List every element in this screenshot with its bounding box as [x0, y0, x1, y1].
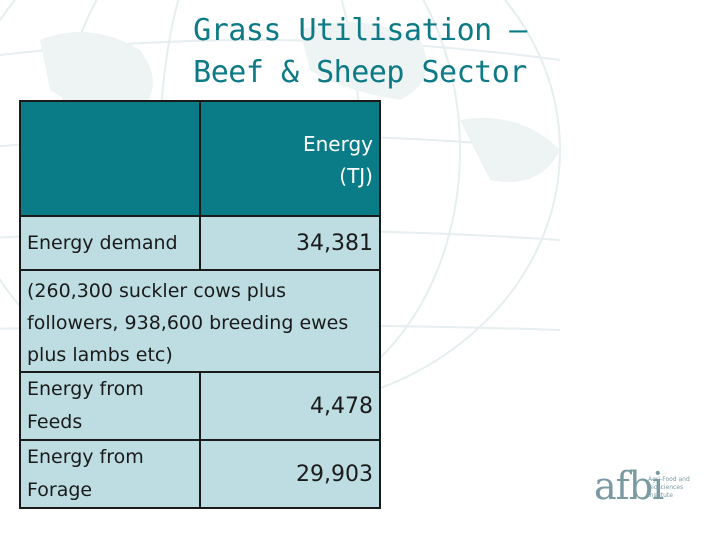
header-empty-cell	[19, 100, 201, 217]
table-row-energy-forage: Energy from Forage 29,903	[19, 439, 381, 509]
logo-wordmark: afbi	[594, 464, 664, 508]
header-unit-label: (TJ)	[339, 164, 373, 188]
energy-feeds-label-line-1: Energy from	[27, 378, 144, 400]
header-energy-label: Energy	[302, 132, 373, 156]
afbi-logo: afbi Agri-Food and Biosciences Institute	[586, 462, 704, 514]
table-row-energy-demand: Energy demand 34,381	[19, 215, 381, 271]
energy-forage-label-line-2: Forage	[27, 479, 93, 501]
energy-forage-label: Energy from Forage	[19, 439, 201, 509]
title-line-2: Beef & Sheep Sector	[193, 55, 527, 90]
energy-forage-label-line-1: Energy from	[27, 446, 144, 468]
header-energy-cell: Energy (TJ)	[199, 100, 381, 217]
table-row-energy-feeds: Energy from Feeds 4,478	[19, 371, 381, 441]
energy-feeds-label: Energy from Feeds	[19, 371, 201, 441]
energy-feeds-value: 4,478	[199, 371, 381, 441]
herd-note: (260,300 suckler cows plus followers, 93…	[19, 269, 381, 373]
table-header-row: Energy (TJ)	[19, 100, 381, 217]
title-line-1: Grass Utilisation –	[193, 13, 527, 48]
energy-forage-value: 29,903	[199, 439, 381, 509]
slide-title: Grass Utilisation – Beef & Sheep Sector	[110, 10, 610, 94]
table-row-note: (260,300 suckler cows plus followers, 93…	[19, 269, 381, 373]
energy-demand-label: Energy demand	[19, 215, 201, 271]
energy-demand-value: 34,381	[199, 215, 381, 271]
logo-subtitle: Agri-Food and Biosciences Institute	[648, 476, 690, 499]
energy-table: Energy (TJ) Energy demand 34,381 (260,30…	[19, 100, 381, 509]
energy-feeds-label-line-2: Feeds	[27, 411, 83, 433]
